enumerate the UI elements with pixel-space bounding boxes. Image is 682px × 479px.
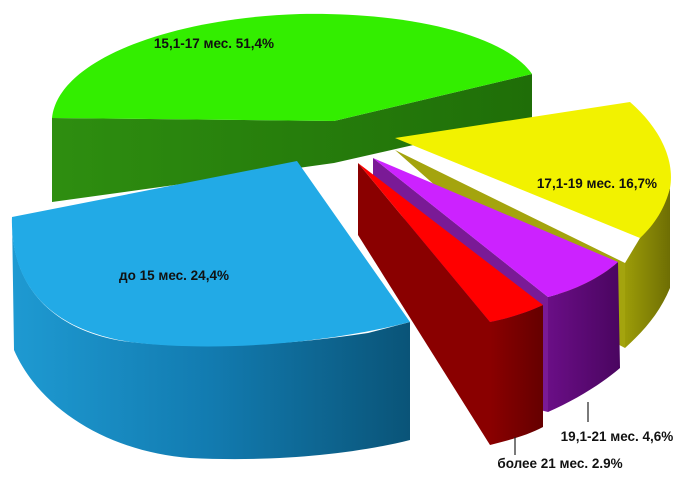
slice-19-21-side [548,262,620,412]
label-19-21-months: 19,1-21 мес. 4,6% [561,429,674,444]
label-17-19-months: 17,1-19 мес. 16,7% [537,176,657,191]
slice-under-15-side [11,217,410,460]
slice-15-17-months [52,13,532,202]
slice-over-21-top [358,163,543,322]
slice-19-21-top [373,158,618,297]
slice-over-21-months [358,163,543,445]
slice-under-15-top [11,161,410,347]
label-over-21-months: более 21 мес. 2.9% [497,456,622,471]
slice-over-21-face [358,163,490,445]
label-under-15-months: до 15 мес. 24,4% [119,268,229,283]
slice-under-15-months [11,161,410,460]
slice-17-19-side [625,188,670,348]
label-15-17-months: 15,1-17 мес. 51,4% [154,36,274,51]
slice-17-19-top [395,102,671,238]
slice-15-17-side [52,74,532,202]
slice-15-17-top [52,13,532,121]
slice-over-21-side [490,305,543,445]
